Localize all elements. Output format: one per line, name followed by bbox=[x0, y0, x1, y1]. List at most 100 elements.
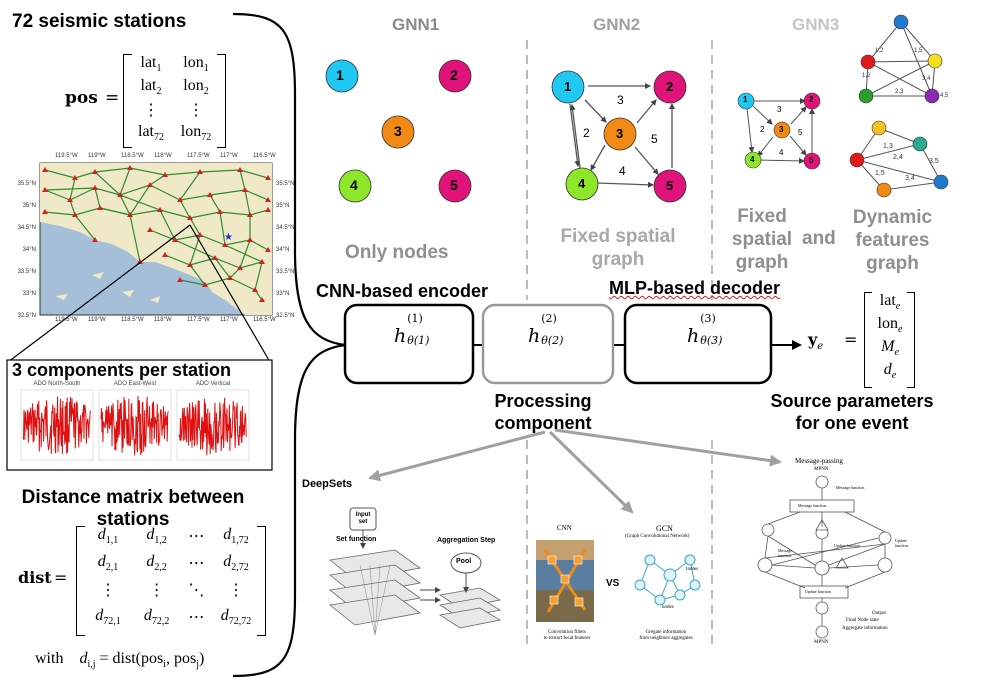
h3-sub: θ(3) bbox=[700, 334, 723, 347]
dist-equals: = bbox=[54, 568, 68, 587]
map-tick-label: 32.5°N bbox=[17, 313, 36, 319]
output-vector: ye = late lone Me de bbox=[808, 290, 918, 390]
dist-left-bracket bbox=[76, 526, 85, 636]
dyn-bot-node-5 bbox=[933, 174, 949, 190]
output-row: Me bbox=[870, 338, 910, 361]
pos-cell-lat: lat72 bbox=[138, 123, 164, 144]
gnn3-label-3: 3 bbox=[779, 125, 784, 134]
decoder-box bbox=[623, 303, 773, 385]
map-tick-label: 119°W bbox=[88, 153, 106, 159]
gnn1-label-4: 4 bbox=[350, 177, 358, 193]
formula-sub3: j bbox=[196, 659, 200, 671]
dist-row: d2,1 d2,2 ⋯ d2,72 bbox=[84, 553, 260, 580]
pos-cell-lat: ⋮ bbox=[143, 102, 159, 119]
pos-cell-lon: lon2 bbox=[183, 77, 209, 98]
gnn2-caption-line1: Fixed spatial bbox=[560, 226, 676, 247]
dist-right-bracket bbox=[257, 526, 266, 636]
gnn3-caption-dynamic-line1: Dynamic bbox=[852, 207, 933, 228]
gnn3-caption-dynamic-line3: graph bbox=[866, 253, 919, 274]
gnn2-label-2: 2 bbox=[666, 79, 674, 94]
pos-right-bracket bbox=[217, 54, 226, 148]
gcn-label: GCN bbox=[656, 524, 673, 533]
map-tick-label: 35.5°N bbox=[17, 181, 36, 187]
gnn2-caption: Fixed spatial graph bbox=[551, 225, 685, 271]
dist-row: ⋮ ⋮ ⋱ ⋮ bbox=[84, 580, 260, 607]
gnn1-node-1 bbox=[325, 59, 359, 93]
dist-cell-ellipsis: ⋯ bbox=[188, 555, 205, 572]
dist-cell: d72,1 bbox=[95, 607, 121, 628]
map-tick-label: 116.5°W bbox=[253, 153, 276, 159]
output-row: lone bbox=[870, 315, 910, 338]
mpnn-illustration bbox=[757, 475, 893, 639]
map-tick-label: 118°W bbox=[154, 153, 172, 159]
gnn3-node-2 bbox=[803, 92, 821, 110]
pos-rows: lat1 lon1 lat2 lon2 ⋮ ⋮ lat72 lon72 bbox=[131, 54, 219, 146]
map-tick-label: 35°N bbox=[276, 203, 290, 209]
waveform-title-ns: ADO North-South bbox=[33, 381, 81, 387]
dist-formula: with di,j = dist(posi, posj) bbox=[35, 650, 204, 670]
processing-line1: Processing bbox=[494, 391, 592, 411]
map-tick-label: 34.5°N bbox=[276, 225, 295, 231]
gnn1-graph bbox=[325, 59, 472, 203]
map-tick-label: 33.5°N bbox=[17, 269, 36, 275]
gnn1-node-3 bbox=[381, 115, 415, 149]
dyn-edge-label-6: 4,5 bbox=[940, 93, 949, 99]
gnn3-label-1: 1 bbox=[743, 95, 748, 104]
output-cell: late bbox=[879, 292, 901, 313]
formula-mid: , pos bbox=[166, 650, 197, 667]
dyn-bot-edge-label-4: 1,5 bbox=[875, 170, 885, 177]
pos-equals: = bbox=[105, 88, 120, 108]
mp-message-function-left: Message function bbox=[778, 548, 792, 558]
dist-cell: d2,72 bbox=[223, 553, 249, 574]
mp-mpnn-top: MPNN bbox=[814, 467, 829, 472]
dist-cell: ⋮ bbox=[227, 582, 244, 599]
map-tick-label: 116.5°W bbox=[253, 317, 276, 323]
pos-cell-lon: ⋮ bbox=[188, 102, 204, 119]
gnn2-label-3: 3 bbox=[616, 126, 624, 141]
dyn-bot-edge-label-1: 1,3 bbox=[883, 143, 893, 150]
output-row: late bbox=[870, 292, 910, 315]
output-y-sub: e bbox=[817, 341, 824, 353]
gcn-illustration bbox=[634, 554, 701, 606]
set-function-label: Set function bbox=[336, 536, 377, 543]
pos-cell-lat: lat2 bbox=[140, 77, 162, 98]
gcn-notes-label: 1notes bbox=[685, 567, 699, 572]
gnn3-node-1 bbox=[737, 92, 755, 110]
distance-title: Distance matrix between stations bbox=[8, 487, 258, 531]
distance-title-line2: stations bbox=[96, 509, 170, 530]
dyn-top-node-2 bbox=[860, 54, 876, 70]
aggregation-step-label: Aggregation Step bbox=[437, 537, 496, 544]
gnn2-caption-line2: graph bbox=[591, 249, 645, 270]
gnn1-label-3: 3 bbox=[394, 123, 402, 139]
gnn3-edge-label-b: 2 bbox=[760, 125, 765, 134]
pos-symbol: pos bbox=[65, 88, 98, 108]
gnn2-node-4 bbox=[565, 167, 599, 201]
output-rows: late lone Me de bbox=[870, 292, 910, 384]
components-title: 3 components per station bbox=[12, 360, 232, 380]
pos-cell-lat: lat1 bbox=[140, 54, 162, 75]
map-tick-label: 34°N bbox=[22, 247, 36, 253]
dist-row: d72,1 d72,2 ⋯ d72,72 bbox=[84, 607, 260, 634]
gnn3-node-4 bbox=[744, 151, 762, 169]
mp-update-function: Update function bbox=[834, 543, 860, 548]
dist-row: d1,1 d1,2 ⋯ d1,72 bbox=[84, 526, 260, 553]
output-left-bracket bbox=[864, 292, 872, 388]
gcn-sub-label: (Graph Convolutional Network) bbox=[625, 534, 690, 539]
dist-cell: d72,2 bbox=[143, 607, 170, 628]
dyn-top-node-3 bbox=[927, 53, 943, 69]
mp-mpnn-bottom: MPNN bbox=[814, 640, 829, 645]
gnn3-caption-fixed-line1: Fixed bbox=[737, 206, 787, 227]
gray-arrow-mpnn bbox=[554, 428, 782, 467]
encoder-box bbox=[343, 303, 475, 385]
map-tick-label: 118.5°W bbox=[121, 153, 144, 159]
gnn3-caption-dynamic-line2: features bbox=[855, 230, 930, 251]
cnn-caption: Convolution filters to extract local fea… bbox=[530, 630, 604, 642]
gnn3-node-3 bbox=[773, 121, 791, 139]
gnn3-label-4: 4 bbox=[750, 155, 755, 164]
dist-cell: d1,72 bbox=[223, 526, 249, 547]
gnn2-label-4: 4 bbox=[578, 176, 586, 191]
gnn2-node-3 bbox=[603, 117, 637, 151]
gnn3-edge-label-c: 5 bbox=[798, 128, 803, 137]
decoder-title: MLP-based decoder bbox=[609, 278, 781, 298]
